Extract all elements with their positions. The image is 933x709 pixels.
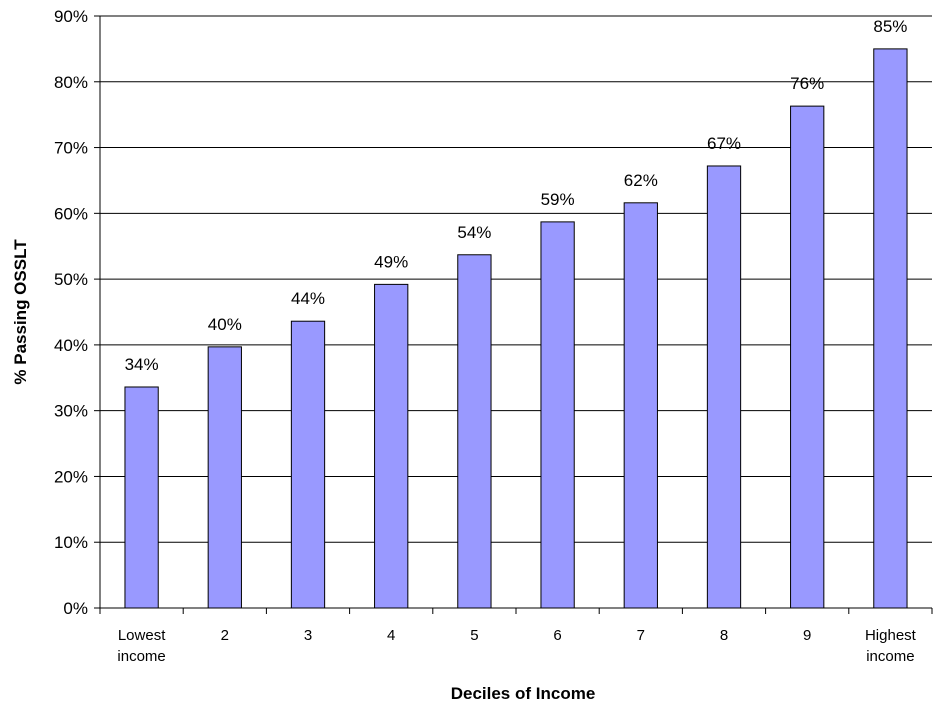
x-axis-title: Deciles of Income (451, 684, 596, 703)
y-tick-label: 40% (54, 336, 88, 355)
y-tick-labels: 0% 10% 20% 30% 40% 50% 60% 70% 80% 90% (54, 7, 88, 618)
data-label: 76% (790, 74, 824, 93)
data-label: 54% (457, 223, 491, 242)
x-tick-label: income (866, 648, 914, 665)
x-tick-label: 8 (720, 627, 728, 644)
x-tick-label: 2 (221, 627, 229, 644)
data-label: 62% (624, 171, 658, 190)
bar (207, 346, 242, 609)
y-tick-label: 10% (54, 533, 88, 552)
bar (540, 221, 575, 609)
x-tick-label: income (117, 648, 165, 665)
y-tick-label: 50% (54, 270, 88, 289)
bar (873, 48, 908, 609)
bar (290, 320, 326, 609)
y-tick-label: 70% (54, 139, 88, 158)
y-tick-label: 20% (54, 467, 88, 486)
y-tick-label: 0% (63, 599, 88, 618)
data-label: 85% (873, 17, 907, 36)
bar (706, 165, 742, 609)
data-label: 44% (291, 289, 325, 308)
data-label: 40% (208, 315, 242, 334)
bars (124, 48, 908, 609)
bar (374, 283, 409, 609)
data-label: 49% (374, 252, 408, 271)
x-tick-label: 6 (553, 627, 561, 644)
bar (623, 202, 658, 609)
y-axis-title: % Passing OSSLT (11, 239, 30, 385)
y-tick-label: 90% (54, 7, 88, 26)
x-tick-labels: Lowest income 2 3 4 5 6 7 8 9 Highest income (117, 627, 916, 665)
y-tick-label: 60% (54, 204, 88, 223)
axes (94, 15, 933, 614)
x-tick-label: 7 (637, 627, 645, 644)
x-tick-label: 5 (470, 627, 478, 644)
data-labels: 34% 40% 44% 49% 54% 59% 62% 67% 76% 85% (125, 17, 908, 374)
y-tick-label: 30% (54, 402, 88, 421)
data-label: 34% (125, 355, 159, 374)
y-tick-label: 80% (54, 73, 88, 92)
x-tick-label: Lowest (118, 627, 166, 644)
data-label: 59% (541, 190, 575, 209)
x-tick-label: 4 (387, 627, 395, 644)
bar (124, 386, 159, 609)
data-label: 67% (707, 134, 741, 153)
bar (457, 254, 492, 609)
bar (790, 105, 825, 609)
x-tick-label: 3 (304, 627, 312, 644)
x-tick-label: 9 (803, 627, 811, 644)
x-tick-label: Highest (865, 627, 917, 644)
